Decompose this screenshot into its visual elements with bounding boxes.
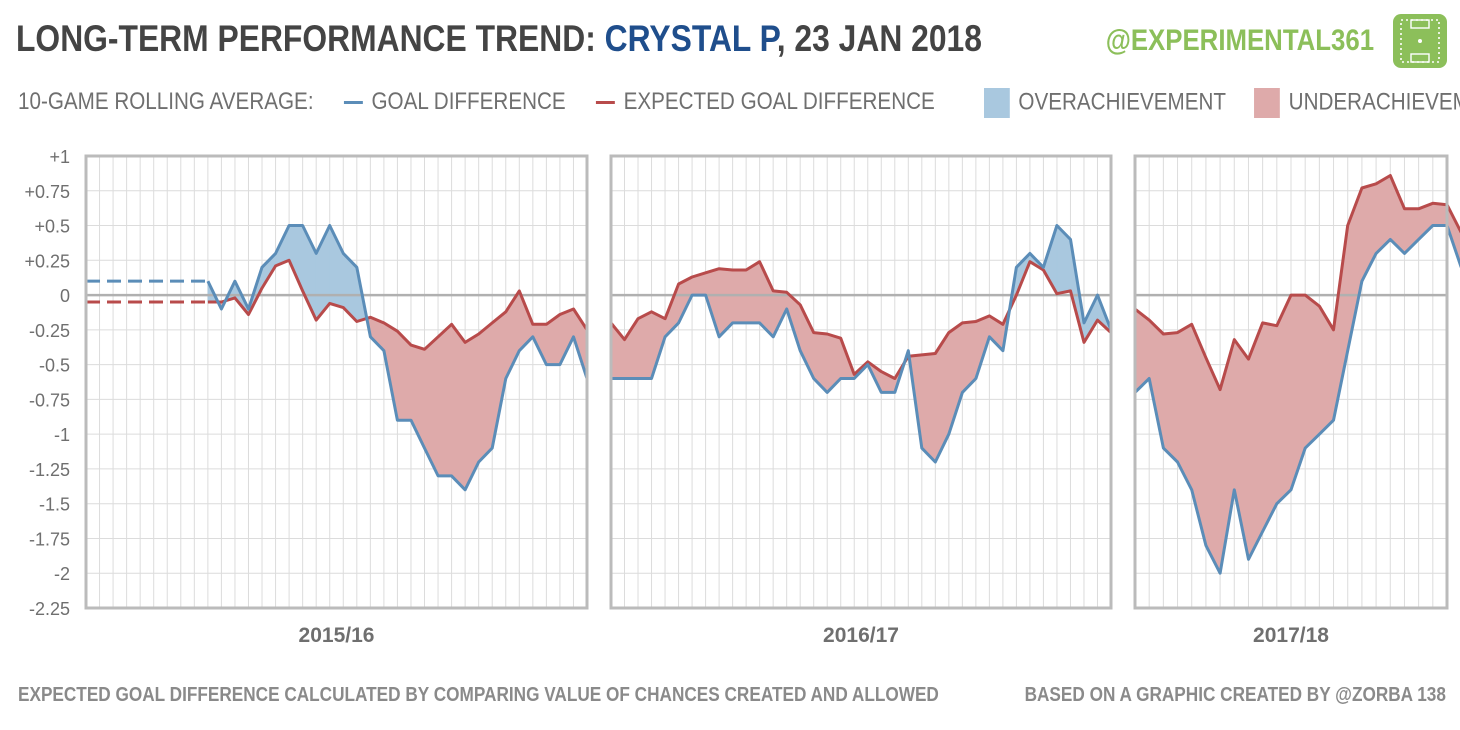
underachievement-area: [1262, 322, 1278, 532]
under-swatch: [1254, 88, 1281, 118]
y-tick-label: -0.5: [39, 356, 70, 376]
season-label: 2016/17: [823, 624, 899, 647]
y-tick-label: -1.5: [39, 495, 70, 515]
y-tick-label: -1: [54, 425, 70, 445]
page-title: LONG-TERM PERFORMANCE TREND: CRYSTAL P, …: [16, 18, 982, 59]
over-swatch: [984, 88, 1010, 118]
underachievement-area: [1205, 357, 1221, 574]
legend-gd: GOAL DIFFERENCE: [371, 88, 566, 115]
season-panel: 2015/16: [84, 154, 589, 647]
underachievement-area: [478, 322, 493, 463]
legend-label: 10-GAME ROLLING AVERAGE:: [18, 88, 314, 115]
underachievement-area: [1276, 294, 1292, 505]
legend-right: OVERACHIEVEMENT UNDERACHIEVEMENT: [984, 88, 1460, 118]
xgd-line-swatch: [596, 101, 615, 105]
underachievement-area: [437, 323, 452, 477]
panel-frame: [84, 154, 589, 610]
footer-note: EXPECTED GOAL DIFFERENCE CALCULATED BY C…: [18, 684, 939, 706]
underachievement-area: [1163, 332, 1178, 463]
underachievement-area: [1304, 294, 1320, 449]
panel-frame: [1133, 154, 1449, 610]
gd-line-swatch: [343, 101, 363, 105]
y-tick-label: +0.75: [24, 182, 70, 202]
y-tick-label: +0.25: [24, 251, 70, 271]
season-panel: 2016/17: [609, 154, 1113, 647]
gd-line: [206, 224, 589, 492]
gd-line: [1133, 224, 1460, 575]
y-tick-label: +1: [49, 147, 70, 167]
underachievement-area: [1347, 187, 1363, 351]
legend-under: UNDERACHIEVEMENT: [1288, 88, 1460, 116]
y-tick-label: -0.75: [29, 390, 70, 410]
underachievement-area: [1248, 322, 1263, 560]
underachievement-area: [559, 308, 574, 365]
underachievement-area: [1432, 202, 1448, 226]
pitch-logo-icon: [1393, 14, 1447, 68]
y-tick-label: -2.25: [29, 599, 70, 619]
y-tick-label: +0.5: [34, 217, 70, 237]
y-tick-label: 0: [60, 286, 70, 306]
season-label: 2017/18: [1253, 624, 1329, 647]
xgd-line: [609, 260, 1113, 380]
xgd-line: [1134, 174, 1460, 392]
legend-xgd: EXPECTED GOAL DIFFERENCE: [623, 88, 935, 115]
y-tick-label: -0.25: [29, 321, 70, 341]
y-tick-label: -1.25: [29, 460, 70, 480]
underachievement-area: [732, 269, 747, 324]
overachievement-area: [288, 225, 303, 292]
season-panel: 2017/18: [1133, 154, 1460, 647]
panel-frame: [609, 154, 1113, 610]
gd-line: [611, 224, 1113, 464]
y-tick-label: -1.75: [29, 529, 70, 549]
season-label: 2015/16: [299, 624, 375, 647]
brand-handle[interactable]: @EXPERIMENTAL361: [1105, 24, 1374, 57]
underachievement-area: [1290, 294, 1306, 490]
underachievement-area: [491, 311, 507, 449]
legend-left: 10-GAME ROLLING AVERAGE: GOAL DIFFERENCE…: [18, 88, 935, 116]
underachievement-area: [745, 261, 760, 324]
xgd-line: [207, 258, 589, 351]
y-tick-label: -2: [54, 564, 70, 584]
footer-credit: BASED ON A GRAPHIC CREATED BY @ZORBA 138: [1024, 684, 1446, 706]
underachievement-area: [637, 311, 652, 379]
underachievement-area: [921, 353, 936, 463]
legend-over: OVERACHIEVEMENT: [1018, 88, 1226, 116]
underachievement-area: [451, 323, 466, 491]
